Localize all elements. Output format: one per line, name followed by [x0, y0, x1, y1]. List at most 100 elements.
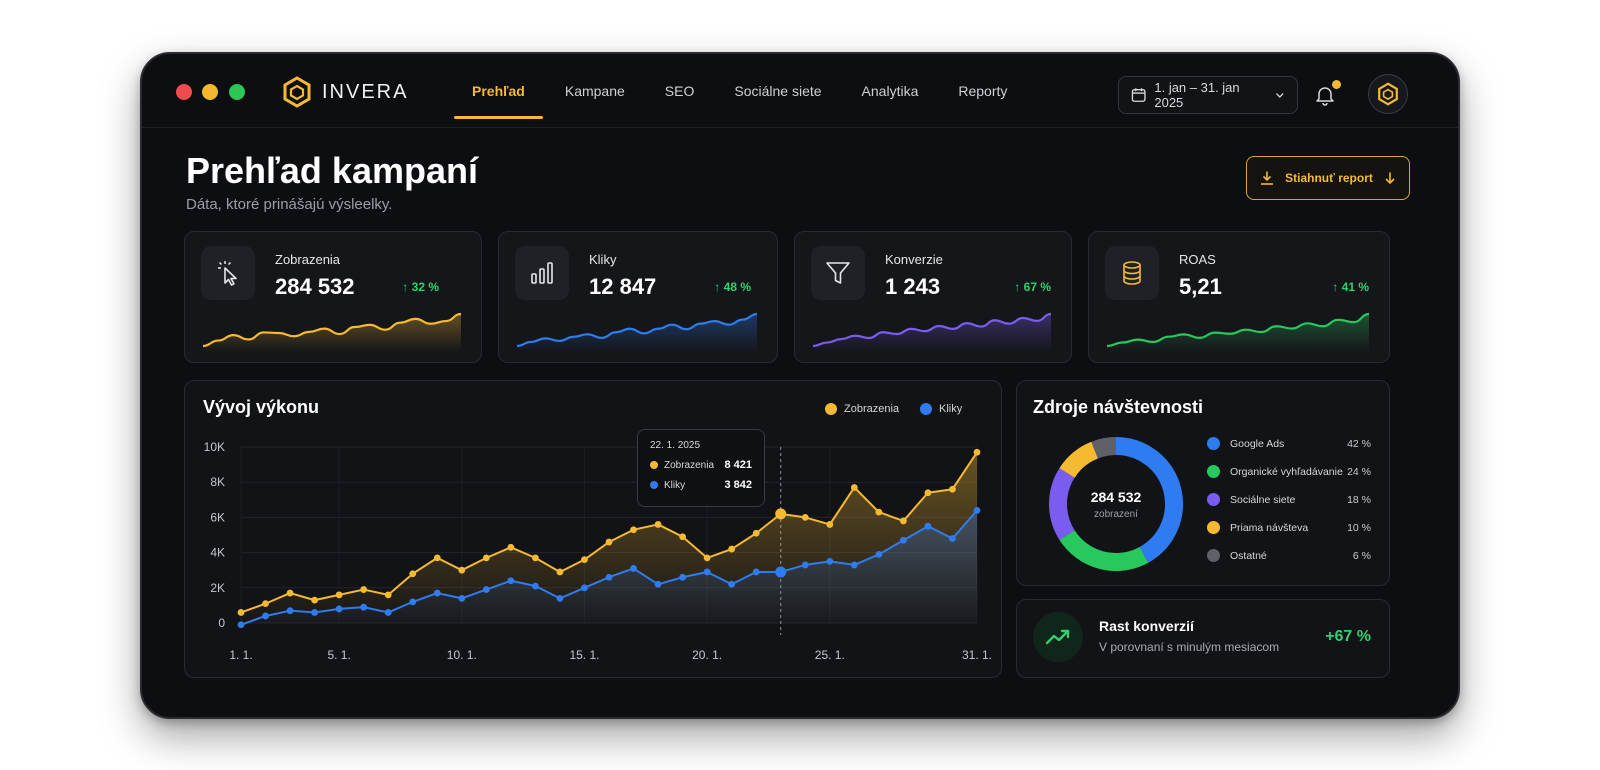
data-point[interactable]	[237, 621, 245, 629]
kpi-card-kliky[interactable]: Kliky 12 847 ↑ 48 %	[498, 231, 778, 363]
data-point[interactable]	[924, 489, 932, 497]
data-point[interactable]	[752, 529, 760, 537]
nav-item-seo[interactable]: SEO	[664, 83, 695, 99]
data-point[interactable]	[850, 561, 858, 569]
data-point[interactable]	[360, 603, 368, 611]
data-point[interactable]	[875, 508, 883, 516]
source-row-social[interactable]: Sociálne siete 18 %	[1207, 493, 1371, 506]
data-point[interactable]	[752, 568, 760, 576]
data-point[interactable]	[384, 591, 392, 599]
nav-item-socialne-siete[interactable]: Sociálne siete	[734, 83, 822, 99]
kpi-card-konverzie[interactable]: Konverzie 1 243 ↑ 67 %	[794, 231, 1072, 363]
data-point[interactable]	[654, 580, 662, 588]
source-row-direct[interactable]: Priama návšteva 10 %	[1207, 521, 1371, 534]
data-point[interactable]	[850, 484, 858, 491]
data-point[interactable]	[286, 589, 294, 597]
app-logo[interactable]: INVERA	[282, 74, 408, 110]
data-point[interactable]	[335, 605, 343, 613]
data-point[interactable]	[973, 506, 981, 514]
data-point[interactable]	[605, 538, 613, 546]
window-minimize-dot[interactable]	[202, 84, 218, 100]
data-point[interactable]	[801, 561, 809, 569]
window-maximize-dot[interactable]	[229, 84, 245, 100]
data-point[interactable]	[458, 566, 466, 574]
source-row-google-ads[interactable]: Google Ads 42 %	[1207, 437, 1371, 450]
donut-slice-1[interactable]	[1059, 529, 1149, 571]
data-point[interactable]	[801, 514, 809, 521]
kpi-delta-value: 48 %	[723, 280, 751, 294]
data-point[interactable]	[775, 508, 787, 520]
data-point[interactable]	[311, 596, 318, 604]
data-point[interactable]	[703, 554, 711, 562]
data-point[interactable]	[237, 609, 245, 616]
data-point[interactable]	[900, 536, 907, 544]
nav-item-reporty[interactable]: Reporty	[958, 83, 1008, 99]
data-point[interactable]	[482, 554, 490, 562]
legend-item-zobrazenia[interactable]: Zobrazenia	[825, 403, 899, 415]
kpi-card-roas[interactable]: ROAS 5,21 ↑ 41 %	[1088, 231, 1390, 363]
data-point[interactable]	[581, 556, 588, 564]
data-point[interactable]	[458, 594, 466, 602]
data-point[interactable]	[973, 448, 981, 456]
data-point[interactable]	[262, 612, 269, 620]
data-point[interactable]	[900, 517, 907, 525]
legend-item-kliky[interactable]: Kliky	[920, 403, 962, 415]
data-point[interactable]	[532, 582, 539, 590]
download-report-button[interactable]: Stiahnuť report	[1246, 156, 1410, 200]
donut-slice-2[interactable]	[1049, 468, 1075, 540]
data-point[interactable]	[433, 589, 441, 597]
traffic-donut-chart[interactable]	[1041, 429, 1191, 579]
data-point[interactable]	[384, 609, 392, 616]
source-dot	[1207, 493, 1220, 506]
data-point[interactable]	[924, 522, 932, 530]
data-point[interactable]	[826, 521, 834, 528]
bell-icon[interactable]	[1314, 84, 1336, 106]
data-point[interactable]	[556, 568, 564, 576]
data-point[interactable]	[826, 558, 834, 565]
data-point[interactable]	[775, 566, 787, 578]
data-point[interactable]	[605, 573, 613, 581]
nav-item-kampane[interactable]: Kampane	[564, 83, 625, 99]
data-point[interactable]	[556, 594, 564, 602]
data-point[interactable]	[679, 573, 686, 581]
data-point[interactable]	[335, 591, 343, 599]
kpi-card-zobrazenia[interactable]: Zobrazenia 284 532 ↑ 32 %	[184, 231, 482, 363]
download-icon	[1261, 171, 1274, 185]
data-point[interactable]	[875, 550, 883, 558]
nav-item-prehlad[interactable]: Prehľad	[452, 54, 545, 128]
data-point[interactable]	[949, 485, 956, 493]
data-point[interactable]	[630, 565, 637, 572]
nav-item-analytika[interactable]: Analytika	[861, 83, 919, 99]
data-point[interactable]	[409, 570, 417, 578]
data-point[interactable]	[507, 543, 515, 551]
data-point[interactable]	[482, 586, 490, 593]
data-point[interactable]	[311, 609, 318, 616]
data-point[interactable]	[507, 577, 515, 585]
legend-dot	[825, 403, 837, 415]
source-label: Priama návšteva	[1230, 521, 1309, 534]
data-point[interactable]	[949, 535, 956, 542]
data-point[interactable]	[654, 521, 662, 528]
data-point[interactable]	[286, 607, 294, 615]
date-range-picker[interactable]: 1. jan – 31. jan 2025	[1118, 76, 1298, 114]
avatar[interactable]	[1368, 74, 1408, 114]
performance-chart[interactable]: 0 2K 4K 6K 8K 10K 1. 1. 5. 1. 10. 1. 15. 1. 20. 1.…	[185, 381, 1001, 677]
data-point[interactable]	[679, 533, 686, 541]
x-tick-label: 5. 1.	[327, 648, 350, 662]
data-point[interactable]	[262, 600, 269, 608]
window-close-dot[interactable]	[176, 84, 192, 100]
data-point[interactable]	[433, 554, 441, 562]
donut-slice-4[interactable]	[1091, 437, 1117, 459]
data-point[interactable]	[703, 568, 711, 576]
donut-slice-0[interactable]	[1115, 437, 1183, 563]
data-point[interactable]	[532, 554, 539, 562]
data-point[interactable]	[409, 598, 417, 606]
source-row-organic[interactable]: Organické vyhľadávanie 24 %	[1207, 465, 1371, 478]
data-point[interactable]	[728, 545, 736, 553]
data-point[interactable]	[581, 584, 588, 592]
data-point[interactable]	[630, 526, 637, 534]
donut-slice-3[interactable]	[1059, 441, 1099, 479]
data-point[interactable]	[728, 580, 736, 588]
data-point[interactable]	[360, 586, 368, 593]
source-row-other[interactable]: Ostatné 6 %	[1207, 549, 1371, 562]
